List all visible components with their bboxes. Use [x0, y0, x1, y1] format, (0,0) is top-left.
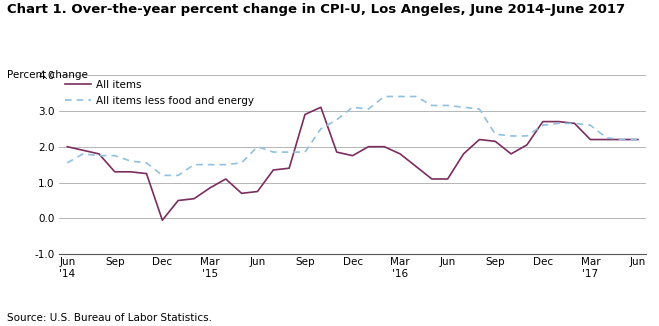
- All items less food and energy: [317, 127, 325, 131]
- All items less food and energy: [301, 150, 309, 154]
- All items: [270, 168, 277, 172]
- All items: [602, 138, 610, 141]
- All items: [333, 150, 341, 154]
- All items: [158, 218, 166, 222]
- All items: [555, 120, 563, 124]
- All items less food and energy: [222, 163, 230, 167]
- All items: [127, 170, 134, 174]
- All items less food and energy: [254, 145, 262, 149]
- All items: [459, 152, 467, 156]
- All items less food and energy: [79, 152, 87, 156]
- All items: [95, 152, 103, 156]
- All items less food and energy: [174, 173, 182, 177]
- All items: [475, 138, 483, 141]
- All items less food and energy: [491, 132, 499, 136]
- All items less food and energy: [158, 173, 166, 177]
- All items: [190, 197, 198, 200]
- Line: All items: All items: [67, 107, 638, 220]
- All items less food and energy: [444, 103, 451, 107]
- All items less food and energy: [571, 121, 579, 125]
- All items: [396, 152, 404, 156]
- All items less food and energy: [270, 150, 277, 154]
- All items less food and energy: [206, 163, 214, 167]
- All items less food and energy: [63, 161, 71, 165]
- All items less food and energy: [555, 121, 563, 125]
- All items: [412, 164, 420, 168]
- All items less food and energy: [618, 138, 626, 141]
- All items: [206, 186, 214, 190]
- All items less food and energy: [602, 136, 610, 140]
- All items less food and energy: [634, 138, 642, 141]
- All items: [349, 154, 357, 157]
- All items: [222, 177, 230, 181]
- All items less food and energy: [349, 105, 357, 109]
- Legend: All items, All items less food and energy: All items, All items less food and energ…: [65, 80, 254, 106]
- All items: [174, 199, 182, 202]
- All items: [380, 145, 388, 149]
- All items less food and energy: [111, 154, 119, 157]
- All items less food and energy: [190, 163, 198, 167]
- All items less food and energy: [333, 118, 341, 122]
- All items: [238, 191, 246, 195]
- All items: [63, 145, 71, 149]
- All items: [618, 138, 626, 141]
- All items less food and energy: [587, 123, 594, 127]
- Text: Percent change: Percent change: [7, 70, 88, 80]
- All items: [507, 152, 515, 156]
- All items: [571, 121, 579, 125]
- All items: [523, 143, 531, 147]
- All items less food and energy: [507, 134, 515, 138]
- Text: Chart 1. Over-the-year percent change in CPI-U, Los Angeles, June 2014–June 2017: Chart 1. Over-the-year percent change in…: [7, 3, 625, 16]
- All items less food and energy: [412, 95, 420, 98]
- All items less food and energy: [380, 95, 388, 98]
- All items: [111, 170, 119, 174]
- All items less food and energy: [475, 107, 483, 111]
- Text: Source: U.S. Bureau of Labor Statistics.: Source: U.S. Bureau of Labor Statistics.: [7, 313, 212, 323]
- All items less food and energy: [396, 95, 404, 98]
- All items: [317, 105, 325, 109]
- All items less food and energy: [238, 161, 246, 165]
- All items: [428, 177, 436, 181]
- All items less food and energy: [127, 159, 134, 163]
- All items: [634, 138, 642, 141]
- All items: [491, 139, 499, 143]
- All items: [364, 145, 372, 149]
- All items: [79, 148, 87, 152]
- All items less food and energy: [285, 150, 293, 154]
- All items: [142, 171, 150, 175]
- All items less food and energy: [428, 103, 436, 107]
- All items: [444, 177, 451, 181]
- All items less food and energy: [364, 107, 372, 111]
- All items: [587, 138, 594, 141]
- All items: [301, 112, 309, 116]
- All items: [254, 189, 262, 193]
- All items: [539, 120, 547, 124]
- All items less food and energy: [95, 154, 103, 157]
- Line: All items less food and energy: All items less food and energy: [67, 96, 638, 175]
- All items less food and energy: [459, 105, 467, 109]
- All items less food and energy: [539, 123, 547, 127]
- All items less food and energy: [142, 161, 150, 165]
- All items less food and energy: [523, 134, 531, 138]
- All items: [285, 166, 293, 170]
